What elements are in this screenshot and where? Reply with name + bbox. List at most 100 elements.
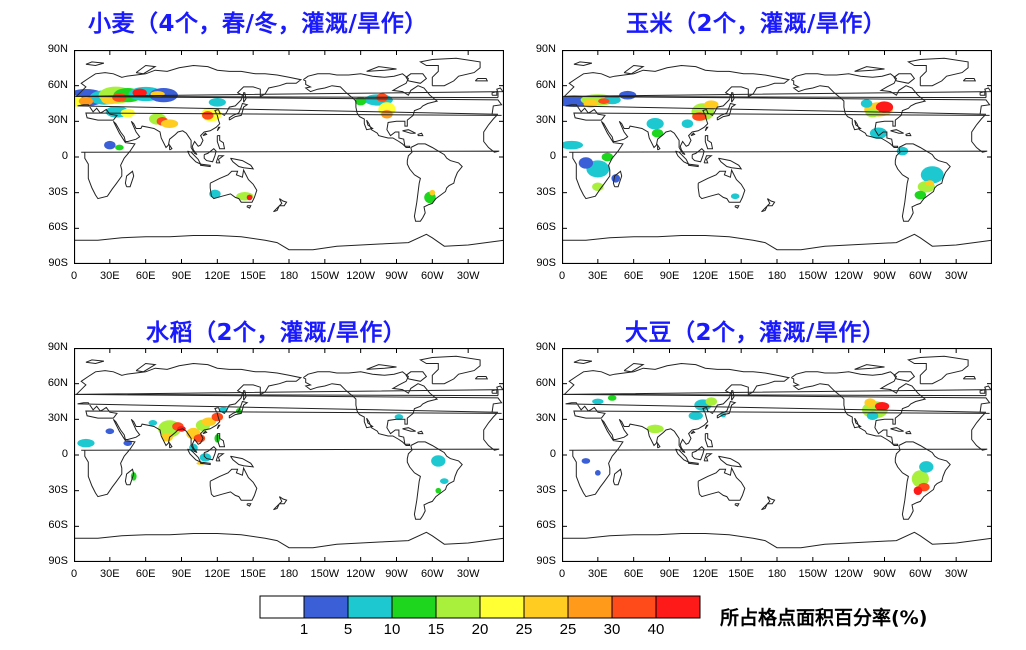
coastline — [75, 385, 504, 397]
lon-label: 0 — [70, 270, 78, 282]
coastline — [75, 87, 504, 99]
coastline — [230, 455, 255, 468]
lon-label: 0 — [558, 270, 566, 282]
coastline — [894, 441, 951, 520]
lon-label: 90W — [873, 568, 896, 580]
crop-patch — [161, 432, 173, 442]
coastline — [419, 355, 481, 385]
coastline — [124, 468, 135, 486]
crop-patch — [651, 128, 664, 138]
crop-patch — [869, 127, 888, 139]
coastline — [704, 424, 709, 430]
lat-label: 90S — [48, 257, 68, 269]
coastline — [419, 57, 481, 87]
crop-patch — [925, 180, 935, 187]
coastline — [697, 168, 746, 203]
coastline — [228, 400, 249, 419]
lon-label: 120W — [346, 270, 376, 282]
crop-patch — [914, 190, 927, 200]
lon-label: 150E — [240, 270, 267, 282]
lat-label: 60S — [536, 519, 556, 532]
lon-label: 90E — [171, 568, 192, 580]
coastline — [979, 388, 986, 394]
crop-patch — [581, 458, 591, 464]
lat-label: 30N — [535, 412, 556, 425]
lon-label: 0 — [70, 568, 78, 580]
coastline — [200, 461, 211, 466]
lon-label: 30W — [456, 568, 480, 580]
coastline — [691, 446, 705, 461]
coastline — [962, 376, 977, 380]
coastline — [200, 163, 211, 168]
coastline — [657, 441, 661, 449]
crop-patch — [875, 101, 894, 113]
legend-swatch — [347, 595, 393, 619]
coastline — [273, 198, 288, 213]
legend-tick-label: 5 — [343, 621, 353, 638]
coastline — [75, 64, 503, 200]
coastline — [979, 90, 986, 96]
coastline — [405, 371, 428, 382]
coastline — [691, 148, 705, 163]
coastline — [761, 198, 776, 213]
coastline — [703, 155, 713, 164]
map-wheat — [74, 50, 504, 264]
legend-tick-label: 20 — [471, 621, 489, 638]
coastline — [366, 66, 397, 72]
lat-label: 0 — [61, 448, 68, 460]
lon-label: 30E — [100, 568, 120, 580]
coastline — [216, 135, 226, 150]
lat-label: 30S — [536, 483, 556, 496]
coastline — [563, 362, 991, 498]
coastline — [303, 371, 439, 446]
coastline — [366, 364, 397, 370]
legend-swatch — [611, 595, 657, 619]
coastline — [791, 73, 927, 148]
lon-label: 60W — [421, 270, 444, 282]
coastline — [491, 90, 498, 96]
coastline — [405, 73, 428, 84]
lon-label: 120W — [834, 270, 864, 282]
map-soybean — [562, 348, 992, 562]
lon-label: 120E — [692, 568, 719, 580]
legend-tick-label: 15 — [427, 621, 445, 638]
coastline — [243, 390, 247, 401]
map-rice — [74, 348, 504, 562]
crop-patch — [431, 455, 446, 467]
coastline — [216, 424, 221, 430]
lon-label: 60E — [623, 270, 644, 282]
crop-patch — [860, 99, 873, 108]
crop-patch — [208, 98, 226, 107]
legend-tick-label: 25 — [515, 621, 533, 638]
lon-label: 180 — [279, 568, 299, 580]
lon-label: 60E — [135, 568, 156, 580]
coastline — [75, 362, 503, 498]
coastline — [704, 135, 714, 150]
lat-label: 30N — [47, 412, 68, 425]
legend-swatch — [435, 595, 481, 619]
coastline — [74, 531, 504, 549]
coastline — [209, 466, 258, 501]
coastline — [690, 132, 696, 137]
lon-label: 60W — [909, 270, 932, 282]
coastline — [734, 503, 740, 507]
coastline — [85, 359, 105, 365]
lat-label: 30S — [48, 483, 68, 496]
coastline — [243, 92, 247, 103]
lat-label: 60N — [535, 78, 556, 91]
panel-title-maize: 玉米（2个，灌溉/旱作） — [626, 11, 887, 37]
crop-patch — [132, 88, 147, 98]
lat-label: 90N — [47, 43, 68, 55]
lon-label: 60W — [909, 568, 932, 580]
lon-label: 30E — [588, 270, 608, 282]
crop-patch — [866, 411, 879, 421]
coastline — [894, 143, 951, 222]
legend-title: 所占格点面积百分率(%) — [720, 607, 928, 629]
coastline — [688, 461, 699, 466]
lat-label: 60N — [535, 376, 556, 389]
coastline — [854, 364, 885, 370]
lon-label: 180 — [767, 270, 787, 282]
coastline — [690, 430, 696, 435]
map-maize — [562, 50, 992, 264]
coastline — [209, 168, 258, 203]
